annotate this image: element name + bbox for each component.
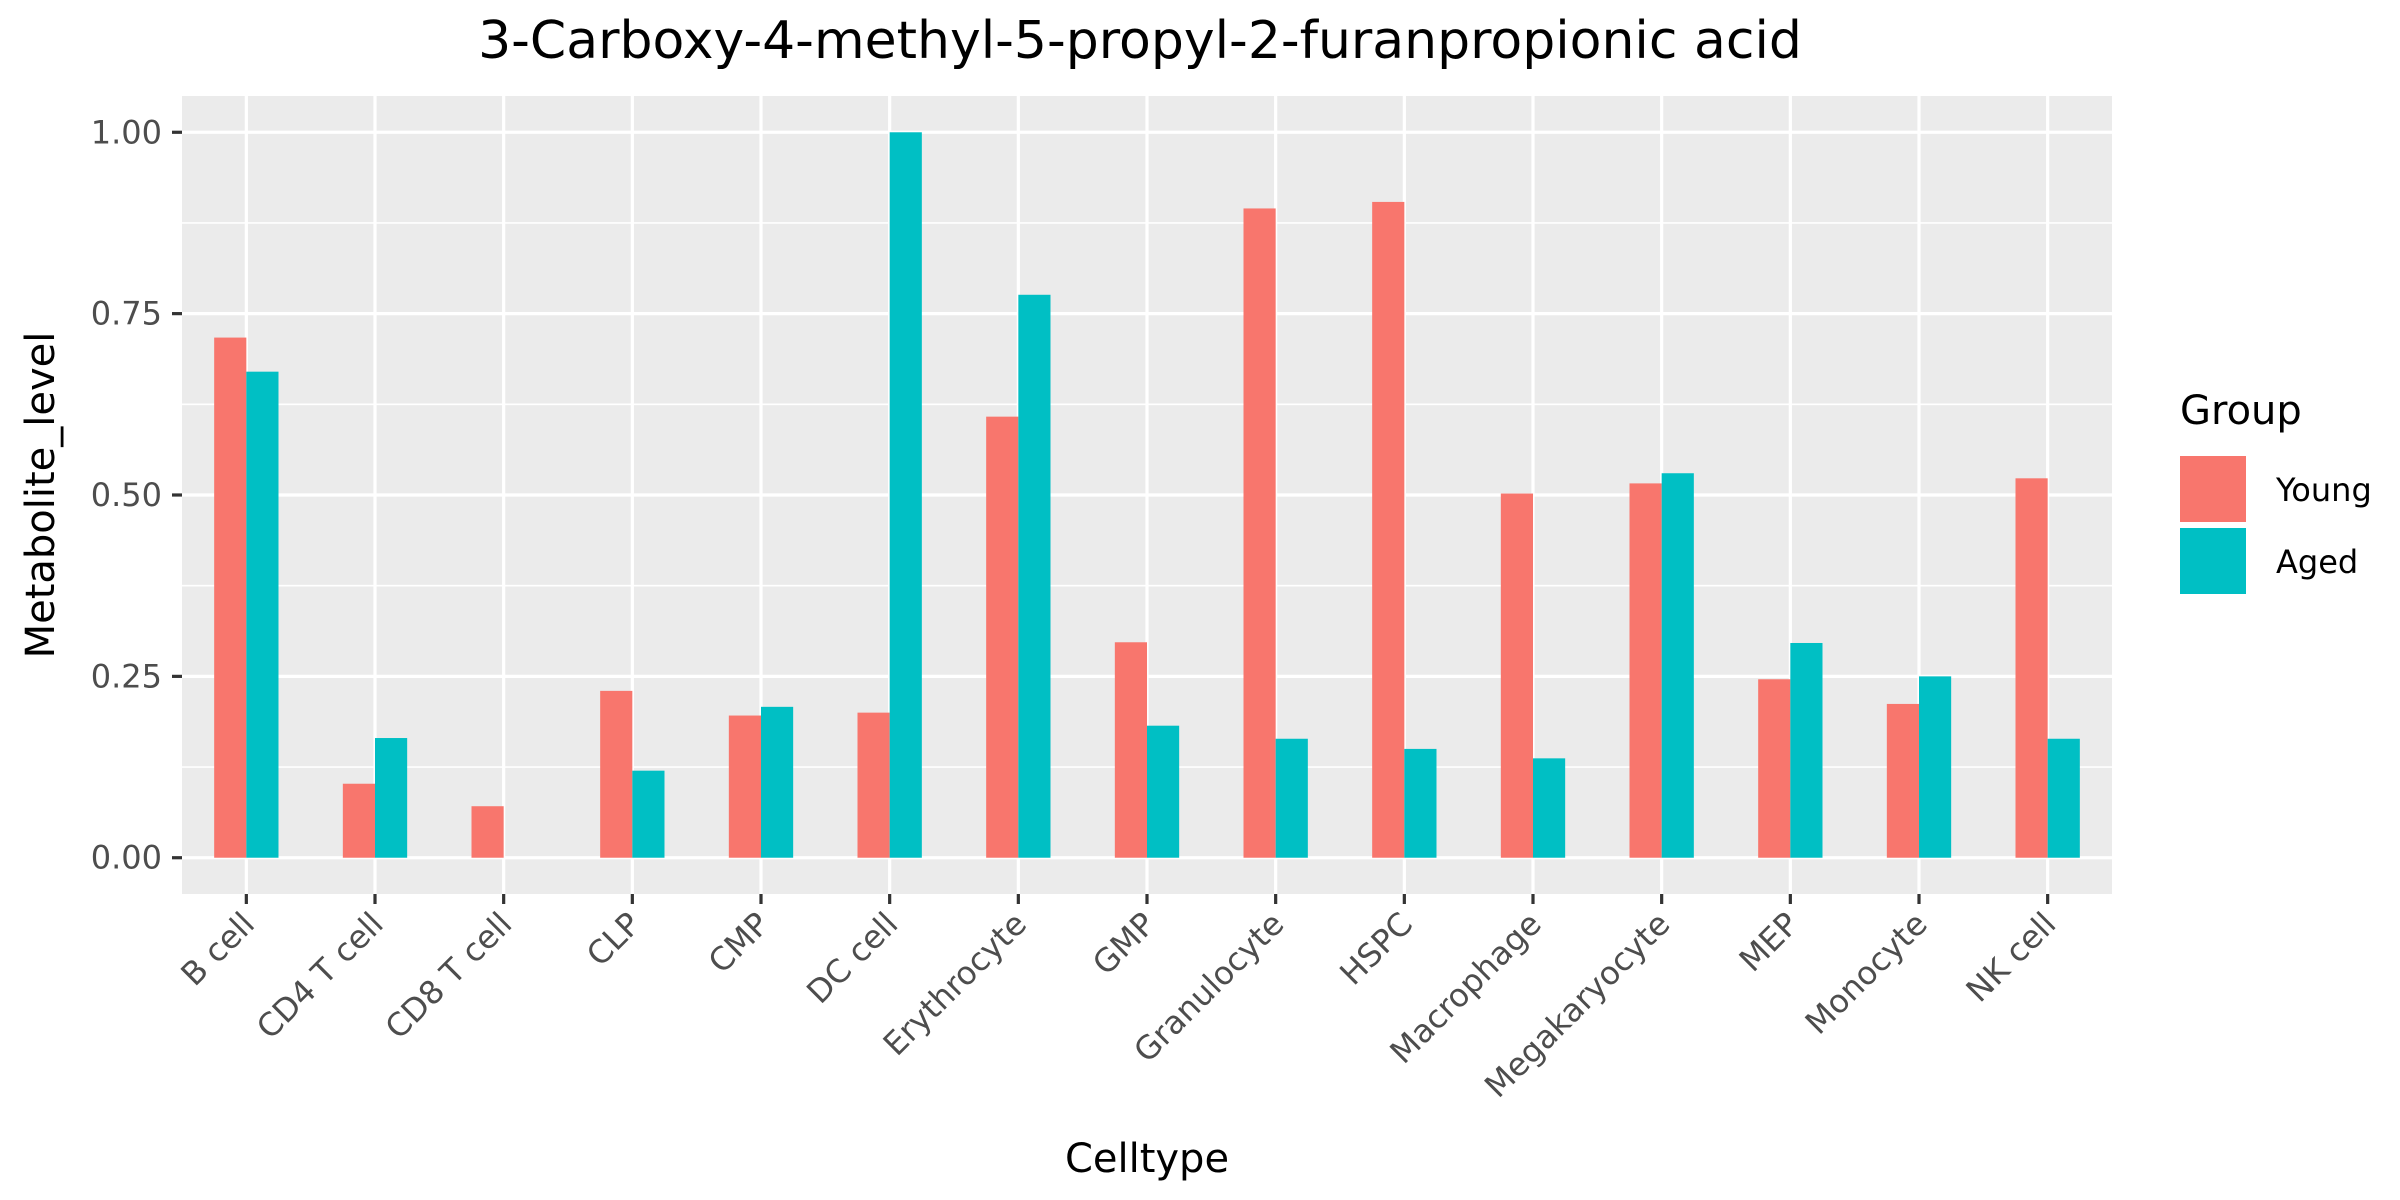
x-axis-title: Celltype <box>1065 1136 1229 1182</box>
x-tick-label: Monocyte <box>1798 905 1935 1042</box>
bar-aged <box>375 738 408 858</box>
legend-label-young: Young <box>2275 471 2372 509</box>
x-tick-label: MEP <box>1732 905 1806 979</box>
x-tick-label: NK cell <box>1959 905 2064 1010</box>
bars <box>214 132 2080 858</box>
bar-aged <box>1147 725 1180 858</box>
y-tick-label: 0.50 <box>91 476 162 514</box>
bar-young <box>1114 642 1147 858</box>
legend-swatch-young <box>2180 456 2246 522</box>
bar-young <box>1629 483 1662 858</box>
y-tick-label: 0.25 <box>91 657 162 695</box>
legend-title: Group <box>2180 388 2302 434</box>
chart-title: 3-Carboxy-4-methyl-5-propyl-2-furanpropi… <box>478 11 1802 71</box>
bar-aged <box>2047 738 2080 858</box>
bar-aged <box>1790 642 1823 858</box>
bar-young <box>728 715 761 858</box>
bar-young <box>1500 493 1533 858</box>
bar-young <box>1243 208 1276 858</box>
legend-swatch-aged <box>2180 528 2246 594</box>
bar-aged <box>1533 758 1566 858</box>
x-tick-label: CMP <box>701 905 777 981</box>
legend: Group Young Aged <box>2180 388 2372 594</box>
x-tick-label: GMP <box>1085 905 1163 983</box>
y-tick-label: 0.75 <box>91 295 162 333</box>
x-tick-label: CD8 T cell <box>378 905 520 1047</box>
bar-aged <box>632 770 665 858</box>
x-tick-label: DC cell <box>799 905 905 1011</box>
bar-young <box>1758 679 1791 858</box>
bar-aged <box>246 371 279 858</box>
bar-young <box>600 690 633 858</box>
bar-aged <box>1018 294 1051 858</box>
y-axis-title: Metabolite_level <box>18 332 64 659</box>
bar-young <box>857 712 890 858</box>
x-tick-label: CD4 T cell <box>249 905 391 1047</box>
bar-aged <box>1661 473 1694 858</box>
bar-aged <box>889 132 922 858</box>
x-tick-label: HSPC <box>1332 905 1420 993</box>
bar-young <box>1372 201 1405 858</box>
bar-young <box>1886 703 1919 858</box>
bar-young <box>214 337 247 858</box>
bar-aged <box>1404 748 1437 858</box>
legend-items: Young Aged <box>2180 456 2372 594</box>
y-tick-label: 1.00 <box>91 113 162 151</box>
bar-aged <box>1919 676 1952 858</box>
x-tick-label: CLP <box>579 905 648 974</box>
bar-young <box>2015 478 2048 858</box>
bar-young <box>471 806 504 858</box>
legend-label-aged: Aged <box>2276 543 2358 581</box>
bar-young <box>342 783 375 858</box>
bar-aged <box>1275 738 1308 858</box>
y-tick-label: 0.00 <box>91 839 162 877</box>
x-tick-label: B cell <box>173 905 262 994</box>
bar-young <box>986 416 1019 858</box>
bar-aged <box>761 706 794 858</box>
